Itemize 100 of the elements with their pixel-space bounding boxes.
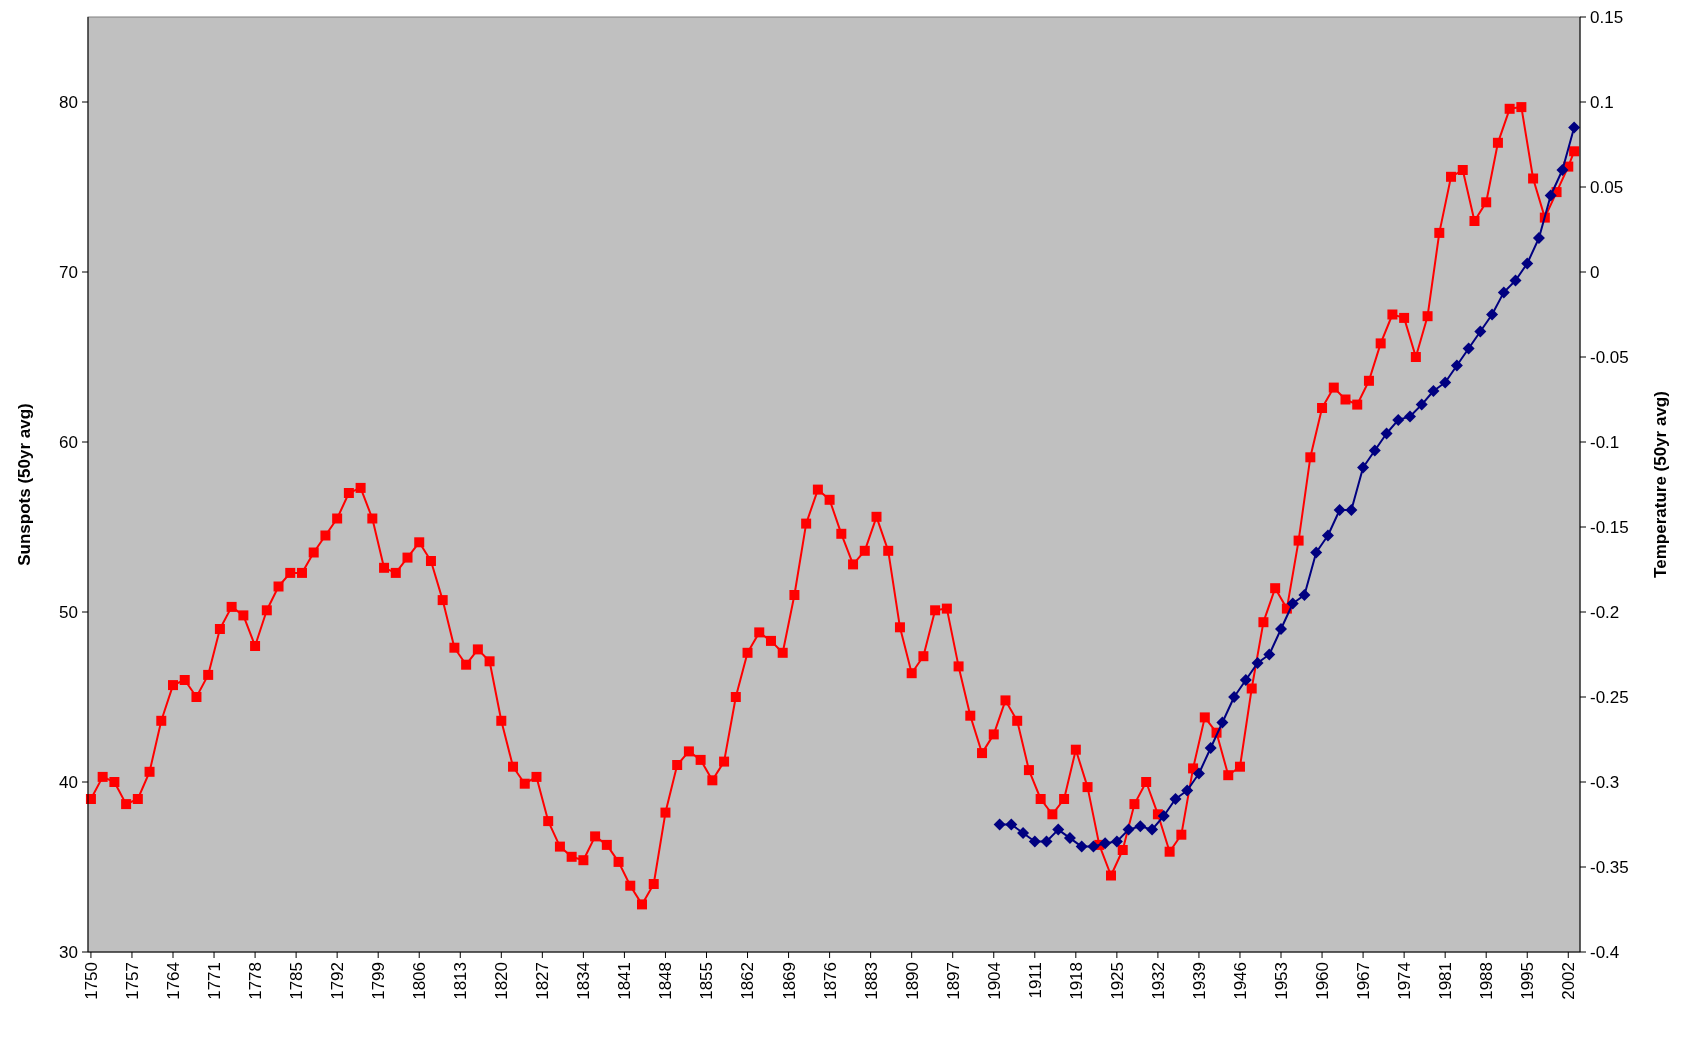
- x-tick-label: 1939: [1189, 962, 1209, 1000]
- x-tick-label: 1750: [81, 962, 101, 1000]
- y2-tick-label: 0: [1590, 262, 1600, 282]
- x-tick-label: 1967: [1354, 962, 1374, 1000]
- x-tick-label: 1946: [1230, 962, 1250, 1000]
- y-axis-title: Sunspots (50yr avg): [15, 403, 34, 566]
- y2-tick-label: -0.1: [1590, 432, 1620, 452]
- x-tick-label: 1757: [122, 962, 142, 1000]
- x-tick-label: 1862: [738, 962, 758, 1000]
- point: [1427, 385, 1440, 397]
- point: [1239, 674, 1252, 686]
- y-tick-label: 80: [59, 92, 78, 112]
- point: [1099, 837, 1112, 850]
- y2-tick-label: -0.2: [1590, 602, 1620, 622]
- point: [1439, 376, 1452, 389]
- x-tick-label: 1890: [902, 962, 922, 1000]
- x-tick-label: 1953: [1271, 962, 1291, 1000]
- y2-tick-label: -0.25: [1590, 687, 1629, 707]
- x-tick-label: 1778: [246, 962, 266, 1000]
- point: [1275, 623, 1288, 635]
- x-tick-label: 1869: [779, 962, 799, 1000]
- x-tick-label: 1918: [1066, 962, 1086, 1000]
- point: [1509, 274, 1522, 287]
- point: [1063, 832, 1076, 845]
- point: [1134, 820, 1147, 833]
- x-tick-label: 1925: [1107, 962, 1127, 1000]
- y-tick-label: 40: [59, 772, 78, 792]
- x-tick-label: 1974: [1395, 962, 1415, 1000]
- x-tick-label: 1764: [163, 962, 183, 1000]
- point: [1181, 784, 1194, 797]
- point: [1075, 840, 1088, 853]
- x-tick-label: 1897: [943, 962, 963, 1000]
- x-tick-label: 1792: [328, 962, 348, 1000]
- x-tick-label: 1820: [492, 962, 512, 1000]
- point: [1521, 257, 1534, 270]
- x-tick-label: 1904: [984, 962, 1004, 1000]
- point: [1228, 691, 1241, 703]
- point: [1017, 827, 1030, 839]
- x-tick-label: 1911: [1025, 962, 1045, 999]
- point: [1263, 648, 1276, 661]
- point: [1251, 657, 1264, 669]
- x-tick-label: 1876: [820, 962, 840, 1000]
- x-tick-label: 1981: [1436, 962, 1456, 1000]
- point: [1321, 529, 1334, 542]
- point: [1544, 189, 1557, 202]
- y2-tick-label: -0.05: [1590, 347, 1629, 367]
- point: [1192, 767, 1205, 780]
- y2-tick-label: 0.05: [1590, 177, 1624, 197]
- point: [1497, 286, 1510, 299]
- x-tick-label: 1855: [697, 962, 717, 1000]
- y-tick-label: 30: [59, 942, 78, 962]
- point: [1110, 835, 1123, 848]
- point: [1333, 504, 1346, 516]
- point: [1415, 398, 1428, 411]
- point: [1357, 461, 1370, 474]
- x-tick-label: 2002: [1559, 962, 1579, 1000]
- x-tick-label: 1932: [1148, 962, 1168, 1000]
- point: [1556, 164, 1569, 176]
- point: [1157, 810, 1170, 822]
- x-tick-label: 1995: [1518, 962, 1538, 1000]
- point: [1040, 835, 1053, 848]
- y2-tick-label: -0.15: [1590, 517, 1629, 537]
- x-tick-label: 1799: [369, 962, 389, 1000]
- point: [1568, 121, 1581, 134]
- point: [1216, 716, 1229, 729]
- point: [1052, 823, 1065, 836]
- x-tick-label: 1813: [451, 962, 471, 1000]
- y2-tick-label: -0.35: [1590, 857, 1629, 877]
- y-tick-label: 70: [59, 262, 78, 282]
- y2-axis-title: Temperature (50yr avg): [1651, 391, 1670, 578]
- y2-tick-label: -0.3: [1590, 772, 1620, 792]
- x-tick-label: 1834: [574, 962, 594, 1000]
- x-tick-label: 1771: [204, 962, 224, 1000]
- y2-tick-label: -0.4: [1590, 942, 1620, 962]
- point: [1286, 597, 1299, 610]
- y2-tick-label: 0.15: [1590, 7, 1624, 27]
- point: [1146, 823, 1159, 836]
- x-tick-label: 1960: [1313, 962, 1332, 1000]
- x-tick-label: 1827: [533, 962, 553, 1000]
- point: [1204, 742, 1217, 754]
- point: [1474, 325, 1487, 338]
- point: [1392, 413, 1405, 426]
- x-tick-label: 1988: [1477, 962, 1497, 1000]
- x-tick-label: 1785: [287, 962, 307, 1000]
- point: [1310, 546, 1323, 559]
- point: [1345, 504, 1358, 516]
- x-tick-label: 1848: [656, 962, 676, 1000]
- x-tick-label: 1841: [615, 962, 635, 1000]
- point: [1380, 427, 1393, 440]
- y-tick-label: 60: [59, 432, 78, 452]
- point: [1169, 793, 1182, 805]
- point: [1486, 308, 1499, 321]
- point: [1403, 410, 1416, 423]
- point: [993, 818, 1006, 831]
- point: [1462, 342, 1475, 355]
- x-tick-label: 1806: [410, 962, 430, 1000]
- point: [1298, 589, 1311, 601]
- point: [1122, 823, 1135, 836]
- point: [1450, 359, 1463, 372]
- point: [1028, 835, 1041, 848]
